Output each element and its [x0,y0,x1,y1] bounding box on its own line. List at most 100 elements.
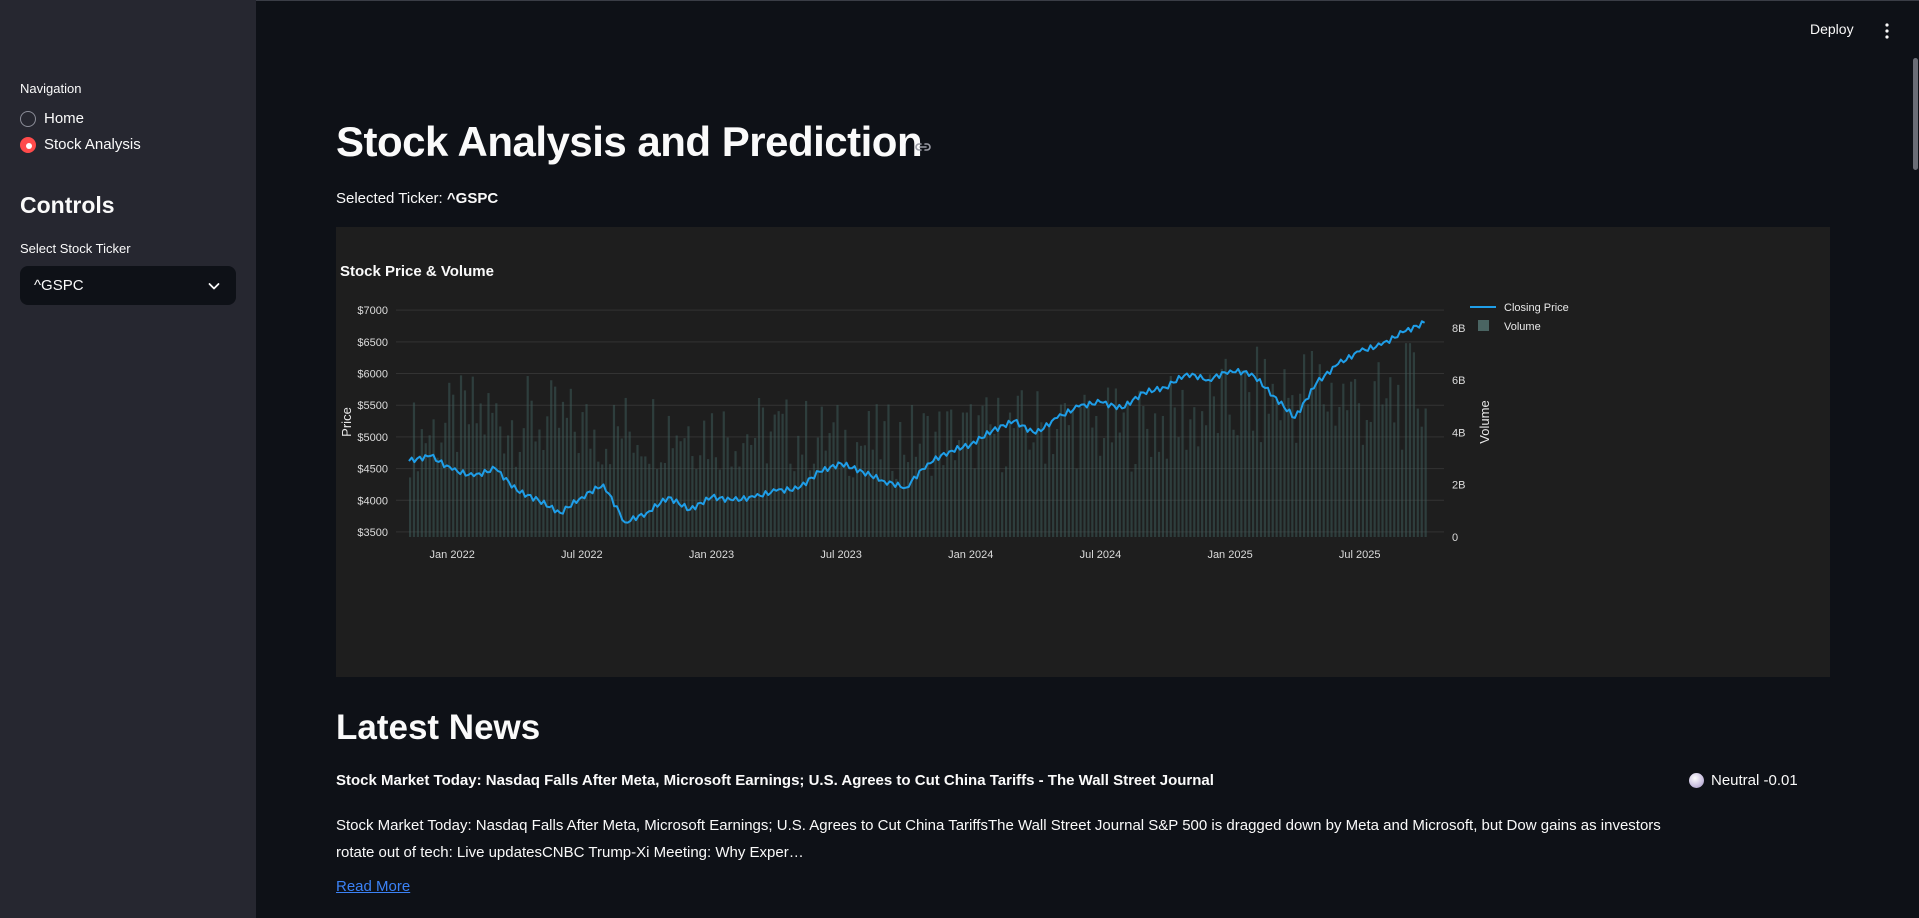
scrollbar-thumb[interactable] [1913,58,1918,170]
volume-bar [550,380,553,537]
volume-bar [1177,437,1180,537]
price-volume-chart[interactable]: $3500 $4000 $4500 $5000 $5500 $6000 $6500 $7000… [336,227,1830,677]
volume-bar [754,437,757,537]
volume-bar [620,438,623,537]
deploy-button[interactable]: Deploy [1810,21,1854,37]
chart-panel[interactable]: Stock Price & Volume $3500 $4000 $4500 $500… [336,227,1830,677]
volume-bar [985,397,988,537]
volume-bar [1063,403,1067,537]
volume-bar [875,404,878,537]
volume-bar [765,463,768,537]
volume-bar [816,437,819,537]
y-tick-label: $7000 [357,305,388,317]
volume-bar [640,456,643,537]
volume-bar [812,463,816,537]
volume-bar [1283,369,1286,537]
volume-bar [471,376,474,537]
volume-bar [993,433,996,537]
volume-bar [452,394,455,537]
volume-bar [926,415,929,537]
y2-axis-label: Volume [1477,400,1492,443]
ticker-select-label: Select Stock Ticker [20,241,131,256]
read-more-link[interactable]: Read More [336,878,411,895]
volume-bar [1416,408,1419,537]
volume-bar [734,451,737,537]
volume-bar [855,442,859,537]
volume-bar [887,404,890,537]
volume-bar [797,435,800,537]
volume-bar [1381,404,1384,537]
volume-bar [1099,455,1102,537]
radio-checked-icon[interactable] [20,136,36,153]
volume-bar [644,456,647,537]
radio-unchecked-icon[interactable] [20,110,36,127]
volume-bar [1059,404,1063,537]
ticker-select[interactable]: ^GSPC [20,266,236,305]
volume-bar [910,404,914,537]
volume-bar [922,413,925,537]
volume-bar [1204,425,1208,537]
x-tick-label: Jul 2023 [820,549,862,561]
volume-bar [463,390,467,537]
volume-bar [726,437,729,537]
volume-bar [420,429,423,537]
volume-bar [428,435,431,537]
volume-bar [1306,404,1310,537]
volume-bar [1220,368,1223,537]
volume-bar [1291,395,1294,537]
volume-bar [1404,343,1408,537]
volume-bar [432,419,435,537]
volume-bar [805,400,808,537]
volume-bar [491,412,494,537]
volume-bar [789,463,792,537]
more-menu-icon[interactable] [1882,22,1892,40]
volume-bar [1048,424,1051,537]
volume-bar [506,435,510,537]
volume-bar [977,415,980,537]
volume-bar [1401,449,1404,537]
link-icon[interactable] [913,137,933,157]
volume-bar [1244,371,1247,537]
volume-bar [781,413,784,537]
volume-bar [655,468,659,537]
volume-bar [1275,398,1278,537]
volume-bar [561,401,565,537]
volume-bar [1173,407,1176,537]
nav-radio-stock-analysis[interactable]: Stock Analysis [20,136,141,153]
y2-tick-label: 8B [1452,323,1465,335]
controls-heading: Controls [20,192,115,218]
volume-bar [1310,350,1314,537]
volume-bar [824,450,827,537]
volume-bar [1044,463,1047,537]
volume-bar [1016,395,1019,537]
volume-bar [530,400,533,537]
volume-bar [722,411,725,537]
volume-bar [965,412,968,537]
nav-radio-home[interactable]: Home [20,110,84,127]
volume-bar [1024,426,1027,537]
volume-bar [828,433,831,537]
volume-bar [1267,413,1270,537]
volume-bar [526,376,529,537]
volume-bar [1122,412,1125,537]
volume-bar [997,397,1000,537]
y2-tick-label: 4B [1452,427,1465,439]
volume-bar [1365,419,1368,537]
volume-bar [859,445,863,537]
volume-bar [1377,362,1380,537]
sentiment-badge: Neutral -0.01 [1689,772,1798,789]
volume-bar [1240,370,1243,537]
volume-bar [695,469,698,537]
volume-bar [597,461,600,537]
volume-bar [918,443,921,537]
legend-label-price: Closing Price [1504,302,1569,314]
volume-bar [1146,428,1149,537]
y2-tick-label: 6B [1452,375,1465,387]
volume-bar [1397,384,1400,537]
nav-radio-label: Stock Analysis [44,136,141,153]
volume-bar [1193,407,1196,537]
y-tick-label: $6000 [357,369,388,381]
volume-bar [1197,446,1200,537]
volume-bar [1126,400,1129,537]
